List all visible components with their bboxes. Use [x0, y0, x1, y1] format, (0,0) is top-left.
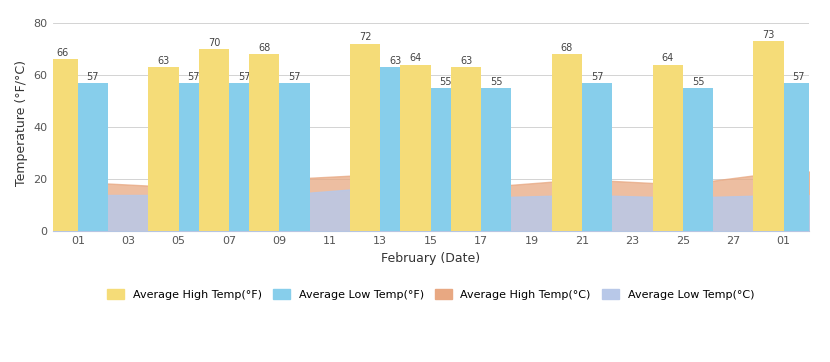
Bar	[178, 83, 209, 231]
Bar	[451, 67, 481, 231]
Text: 14: 14	[218, 184, 231, 194]
Text: 73: 73	[763, 30, 774, 40]
Text: 57: 57	[188, 72, 200, 81]
Text: 14: 14	[67, 184, 80, 194]
Text: 63: 63	[389, 56, 402, 66]
Text: 17: 17	[369, 176, 382, 186]
Bar	[552, 54, 582, 231]
Bar	[652, 64, 683, 231]
Text: 57: 57	[238, 72, 251, 81]
Text: 55: 55	[490, 77, 502, 87]
Bar	[400, 64, 431, 231]
Text: 66: 66	[56, 48, 69, 58]
Bar	[754, 41, 784, 231]
Text: 57: 57	[793, 72, 805, 81]
Text: 55: 55	[440, 77, 452, 87]
Text: 57: 57	[591, 72, 603, 81]
Text: 18: 18	[672, 173, 685, 183]
Text: 70: 70	[208, 38, 220, 48]
Text: 19: 19	[67, 171, 80, 181]
Text: 13: 13	[672, 186, 685, 196]
Text: 20: 20	[269, 168, 281, 178]
Text: 20: 20	[571, 168, 583, 178]
Bar	[198, 49, 229, 231]
Legend: Average High Temp(°F), Average Low Temp(°F), Average High Temp(°C), Average Low : Average High Temp(°F), Average Low Temp(…	[103, 285, 759, 304]
Text: 22: 22	[369, 163, 382, 173]
Text: 64: 64	[409, 53, 422, 63]
Text: 18: 18	[420, 173, 432, 183]
Text: 21: 21	[218, 165, 231, 176]
X-axis label: February (Date): February (Date)	[381, 252, 481, 265]
Text: 57: 57	[86, 72, 99, 81]
Text: 63: 63	[460, 56, 472, 66]
Text: 14: 14	[269, 184, 281, 194]
Text: 13: 13	[420, 186, 432, 196]
Text: 63: 63	[158, 56, 169, 66]
Text: 23: 23	[773, 160, 785, 170]
Bar	[582, 83, 613, 231]
Bar	[280, 83, 310, 231]
Text: 14: 14	[773, 184, 785, 194]
Bar	[380, 67, 411, 231]
Bar	[683, 88, 713, 231]
Text: 57: 57	[288, 72, 300, 81]
Bar	[249, 54, 280, 231]
Bar	[481, 88, 511, 231]
Bar	[78, 83, 108, 231]
Text: 13: 13	[471, 186, 483, 196]
Text: 68: 68	[561, 43, 573, 53]
Bar	[47, 59, 78, 231]
Y-axis label: Temperature (°F/°C): Temperature (°F/°C)	[15, 60, 28, 186]
Bar	[149, 67, 178, 231]
Text: 68: 68	[258, 43, 271, 53]
Text: 14: 14	[571, 184, 583, 194]
Text: 64: 64	[662, 53, 674, 63]
Text: 17: 17	[471, 176, 483, 186]
Text: 17: 17	[168, 176, 180, 186]
Bar	[431, 88, 461, 231]
Text: 72: 72	[359, 32, 371, 42]
Text: 14: 14	[168, 184, 180, 194]
Bar	[784, 83, 814, 231]
Text: 55: 55	[691, 77, 704, 87]
Bar	[229, 83, 259, 231]
Bar	[350, 44, 380, 231]
